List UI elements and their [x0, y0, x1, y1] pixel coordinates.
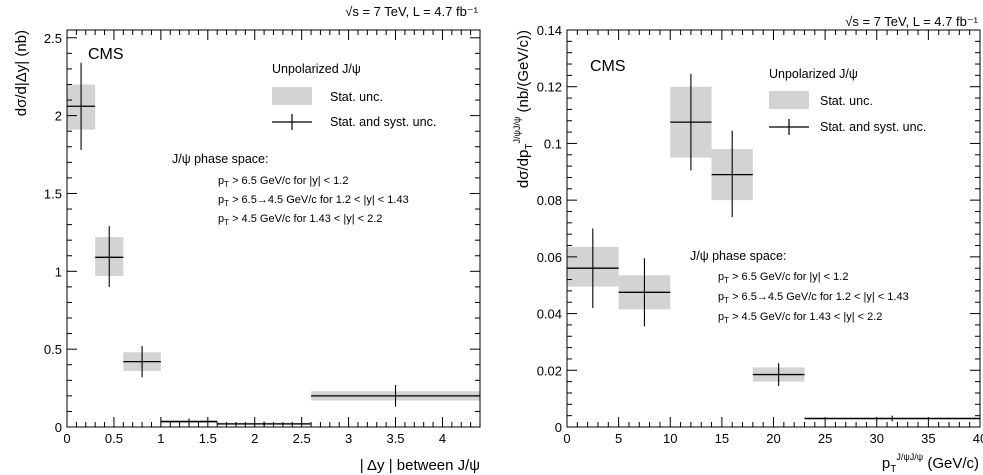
x-tick-label: 3 — [345, 431, 352, 446]
legend-syst-label: Stat. and syst. unc. — [330, 115, 436, 129]
y-axis-title: dσ/dpTJ/ψJ/ψ (nb/(GeV/c)) — [512, 30, 535, 188]
x-tick-label: 15 — [715, 431, 729, 446]
plot-area: 0 5 10 15 20 25 30 35 40 0 0.02 0.04 0.06 0.08 0.1 0.12… — [537, 23, 983, 446]
legend-syst-marker — [769, 119, 809, 135]
legend-stat-swatch — [272, 87, 312, 105]
y-tick-label: 0.5 — [44, 342, 62, 357]
phase-space-title: J/ψ phase space: — [172, 152, 268, 166]
energy-label: √s = 7 TeV, L = 4.7 fb⁻¹ — [845, 14, 978, 29]
plot-area: 0 0.5 1 1.5 2 2.5 3 3.5 4 0 0.5 1 1.5 2 2.5 — [44, 29, 481, 446]
x-tick-label: 0 — [563, 431, 570, 446]
y-tick-label: 0 — [555, 420, 562, 435]
x-tick-label: 4 — [439, 431, 446, 446]
x-tick-label: 20 — [766, 431, 780, 446]
legend-title: Unpolarized J/ψ — [272, 62, 361, 76]
experiment-label: CMS — [590, 58, 626, 75]
x-tick-label: 0 — [63, 431, 70, 446]
x-tick-label: 1 — [157, 431, 164, 446]
phase-space-title: J/ψ phase space: — [690, 249, 786, 263]
phase-space-line-3: pT > 4.5 GeV/c for 1.43 < |y| < 2.2 — [218, 213, 382, 227]
x-tick-label: 0.5 — [105, 431, 123, 446]
y-tick-label: 0 — [55, 420, 62, 435]
x-tick-label: 1.5 — [199, 431, 217, 446]
y-tick-label: 2.5 — [44, 31, 62, 46]
phase-space-line-1: pT > 6.5 GeV/c for |y| < 1.2 — [718, 271, 848, 285]
legend-syst-label: Stat. and syst. unc. — [820, 120, 926, 134]
y-tick-label: 0.1 — [544, 136, 562, 151]
x-tick-label: 40 — [973, 431, 983, 446]
y-tick-label: 0.14 — [537, 23, 562, 38]
x-tick-label: 10 — [663, 431, 677, 446]
y-tick-label: 0.02 — [537, 363, 562, 378]
energy-label-text: √s = 7 TeV, L = 4.7 fb⁻¹ — [845, 14, 978, 29]
legend-stat-label: Stat. unc. — [330, 90, 383, 104]
experiment-label: CMS — [88, 46, 124, 63]
panel-pt: √s = 7 TeV, L = 4.7 fb⁻¹ 0 5 10 15 20 25 30 35 4… — [512, 14, 983, 475]
energy-label-text: √s = 7 TeV, L = 4.7 fb⁻¹ — [345, 4, 478, 19]
energy-label: √s = 7 TeV, L = 4.7 fb⁻¹ — [345, 4, 478, 19]
x-tick-label: 25 — [818, 431, 832, 446]
phase-space-line-2: pT > 6.5→4.5 GeV/c for 1.2 < |y| < 1.43 — [718, 291, 909, 305]
panel-delta-y: √s = 7 TeV, L = 4.7 fb⁻¹ 0 0.5 1 1.5 2 2.5 3 3.… — [13, 4, 481, 474]
y-tick-label: 0.12 — [537, 80, 562, 95]
legend-syst-marker — [272, 114, 312, 130]
x-tick-label: 30 — [870, 431, 884, 446]
y-tick-label: 1.5 — [44, 186, 62, 201]
phase-space-line-2: pT > 6.5→4.5 GeV/c for 1.2 < |y| < 1.43 — [218, 194, 409, 208]
y-tick-label: 0.06 — [537, 250, 562, 265]
phase-space-line-3: pT > 4.5 GeV/c for 1.43 < |y| < 2.2 — [718, 311, 882, 325]
x-tick-label: 2.5 — [293, 431, 311, 446]
legend-stat-label: Stat. unc. — [820, 94, 873, 108]
legend-title: Unpolarized J/ψ — [769, 67, 858, 81]
y-tick-label: 1 — [55, 264, 62, 279]
legend-stat-swatch — [769, 91, 809, 109]
y-axis-title: dσ/d|Δy| (nb) — [13, 30, 30, 116]
x-axis-title: pTJ/ψJ/ψ (GeV/c) — [882, 452, 979, 475]
x-tick-label: 3.5 — [386, 431, 404, 446]
x-tick-label: 2 — [251, 431, 258, 446]
y-tick-label: 0.08 — [537, 193, 562, 208]
x-tick-label: 35 — [921, 431, 935, 446]
y-tick-label: 2 — [55, 109, 62, 124]
y-tick-label: 0.04 — [537, 307, 562, 322]
x-axis-title: | Δy | between J/ψ — [360, 457, 480, 474]
phase-space-line-1: pT > 6.5 GeV/c for |y| < 1.2 — [218, 175, 348, 189]
x-tick-label: 5 — [615, 431, 622, 446]
